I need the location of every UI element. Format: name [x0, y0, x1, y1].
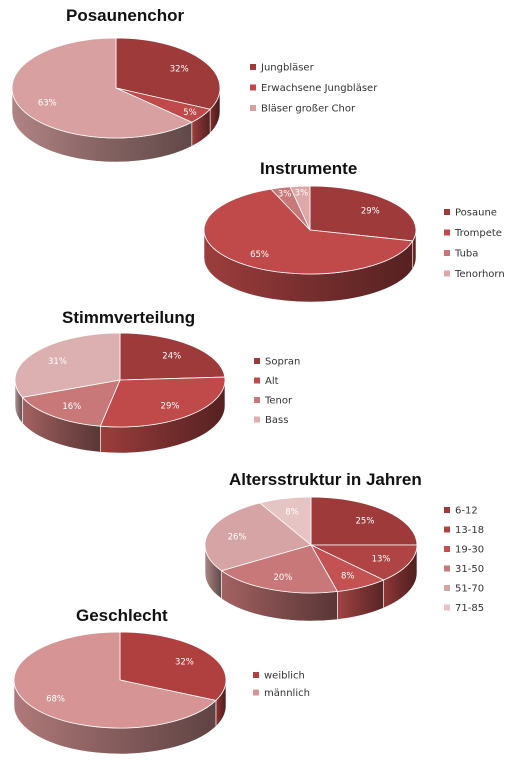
- legend-swatch-bläser-großer-chor: [250, 105, 256, 111]
- slice-label-posaune: 29%: [361, 207, 380, 217]
- legend-label-tenor: Tenor: [264, 396, 293, 407]
- pie-slice-bläser-großer-chor: [11, 37, 193, 139]
- legend-swatch-tenor: [254, 397, 260, 403]
- legend-swatch-erwachsene-jungbläser: [250, 84, 256, 91]
- chart-stimmverteilung: 24% 29% 16% 31% Stimmverteilung Sopran Alt Teno…: [14, 308, 300, 454]
- legend-label-tuba: Tuba: [454, 249, 478, 260]
- pie-slice-jungbläser: [115, 37, 221, 110]
- slice-label-19-30: 8%: [341, 571, 355, 581]
- slice-label-trompete: 65%: [250, 250, 269, 260]
- legend-swatch-posaune: [444, 209, 450, 215]
- legend-swatch-trompete: [444, 229, 450, 236]
- legend-label-weiblich: weiblich: [264, 671, 305, 682]
- legend-label-sopran: Sopran: [265, 357, 300, 368]
- chart-title: Stimmverteilung: [62, 308, 195, 327]
- legend-swatch-19-30: [444, 546, 450, 552]
- legend-label-tenorhorn: Tenorhorn: [454, 269, 505, 280]
- slice-label-bläser-großer-chor: 63%: [38, 98, 57, 108]
- legend-label-71-85: 71-85: [455, 603, 484, 614]
- pie-slice-6-12: [310, 496, 418, 546]
- legend-label-bass: Bass: [265, 415, 288, 426]
- legend-swatch-31-50: [444, 565, 450, 572]
- pie-slice-31-50: [220, 544, 339, 594]
- legend-swatch-alt: [254, 377, 260, 384]
- slice-label-männlich: 68%: [46, 695, 65, 705]
- legend-swatch-tuba: [444, 250, 450, 256]
- slice-label-erwachsene-jungbläser: 5%: [183, 108, 197, 118]
- legend-label-alt: Alt: [265, 376, 279, 387]
- chart-instrumente: 29% 65% 3% 3% Instrumente Posaune Trompete Tuba…: [203, 159, 505, 303]
- pie-slice-71-85: [259, 496, 312, 546]
- chart-title: Geschlecht: [76, 606, 168, 625]
- legend: Sopran Alt Tenor Bass: [254, 357, 300, 426]
- slice-label-sopran: 24%: [162, 351, 181, 361]
- legend-label-bläser-großer-chor: Bläser großer Chor: [261, 104, 356, 115]
- chart-title: Posaunenchor: [66, 6, 184, 25]
- chart-posaunenchor: 32% 5% 63% Posaunenchor Jungbläser Erwachsene…: [11, 6, 378, 163]
- legend: weiblich männlich: [253, 671, 310, 699]
- pie-slice-bass: [14, 332, 121, 398]
- legend-swatch-bass: [254, 416, 260, 423]
- legend-label-erwachsene-jungbläser: Erwachsene Jungbläser: [261, 83, 378, 94]
- legend-label-trompete: Trompete: [454, 228, 502, 239]
- legend-swatch-männlich: [253, 689, 259, 696]
- slice-label-tuba: 3%: [278, 190, 292, 200]
- slice-label-weiblich: 32%: [175, 657, 194, 667]
- slice-label-51-70: 26%: [228, 532, 247, 542]
- legend-label-6-12: 6-12: [455, 506, 478, 517]
- pie-slice-13-18: [310, 544, 418, 581]
- pie-slice-tenorhorn: [289, 185, 311, 231]
- legend-swatch-51-70: [444, 585, 450, 591]
- slice-label-31-50: 20%: [273, 573, 292, 583]
- legend-swatch-tenorhorn: [444, 270, 450, 277]
- legend-swatch-sopran: [254, 358, 260, 364]
- pie-slice-weiblich: [119, 631, 227, 701]
- slice-label-71-85: 8%: [285, 508, 299, 518]
- legend-swatch-6-12: [444, 507, 450, 513]
- legend-label-posaune: Posaune: [455, 208, 497, 219]
- pie-slice-tenor: [21, 379, 121, 427]
- slice-label-13-18: 13%: [372, 555, 391, 565]
- legend-label-13-18: 13-18: [455, 525, 484, 536]
- pie-slice-posaune: [309, 185, 417, 242]
- pie-slice-alt: [99, 376, 226, 428]
- chart-title: Altersstruktur in Jahren: [229, 470, 422, 489]
- slice-label-bass: 31%: [48, 357, 67, 367]
- legend-swatch-jungbläser: [250, 64, 256, 70]
- legend-label-51-70: 51-70: [455, 584, 484, 595]
- legend: Posaune Trompete Tuba Tenorhorn: [444, 208, 505, 280]
- legend-swatch-weiblich: [253, 672, 259, 678]
- legend-label-31-50: 31-50: [455, 564, 484, 575]
- slice-label-jungbläser: 32%: [170, 65, 189, 75]
- legend-label-männlich: männlich: [264, 688, 310, 699]
- legend: 6-12 13-18 19-30 31-50 51-70 71-85: [444, 506, 484, 614]
- slice-label-alt: 29%: [161, 401, 180, 411]
- pie-slice-51-70: [204, 502, 312, 572]
- legend-label-19-30: 19-30: [455, 545, 484, 556]
- pie-slice-trompete: [203, 188, 414, 275]
- legend: Jungbläser Erwachsene Jungbläser Bläser gr…: [250, 63, 378, 115]
- slice-label-tenorhorn: 3%: [295, 188, 309, 198]
- slice-label-6-12: 25%: [356, 517, 375, 527]
- chart-altersstruktur-in-jahren: 25% 13% 8% 20% 26% 8% Altersstruktur in Jahren…: [204, 470, 484, 622]
- legend-label-jungbläser: Jungbläser: [260, 63, 315, 74]
- legend-swatch-71-85: [444, 604, 450, 611]
- chart-title: Instrumente: [260, 159, 357, 178]
- pie-slice-sopran: [119, 332, 226, 381]
- chart-geschlecht: 32% 68% Geschlecht weiblich männlich: [13, 606, 310, 755]
- legend-swatch-13-18: [444, 526, 450, 533]
- pie-slice-männlich: [13, 631, 217, 729]
- slice-label-tenor: 16%: [62, 402, 81, 412]
